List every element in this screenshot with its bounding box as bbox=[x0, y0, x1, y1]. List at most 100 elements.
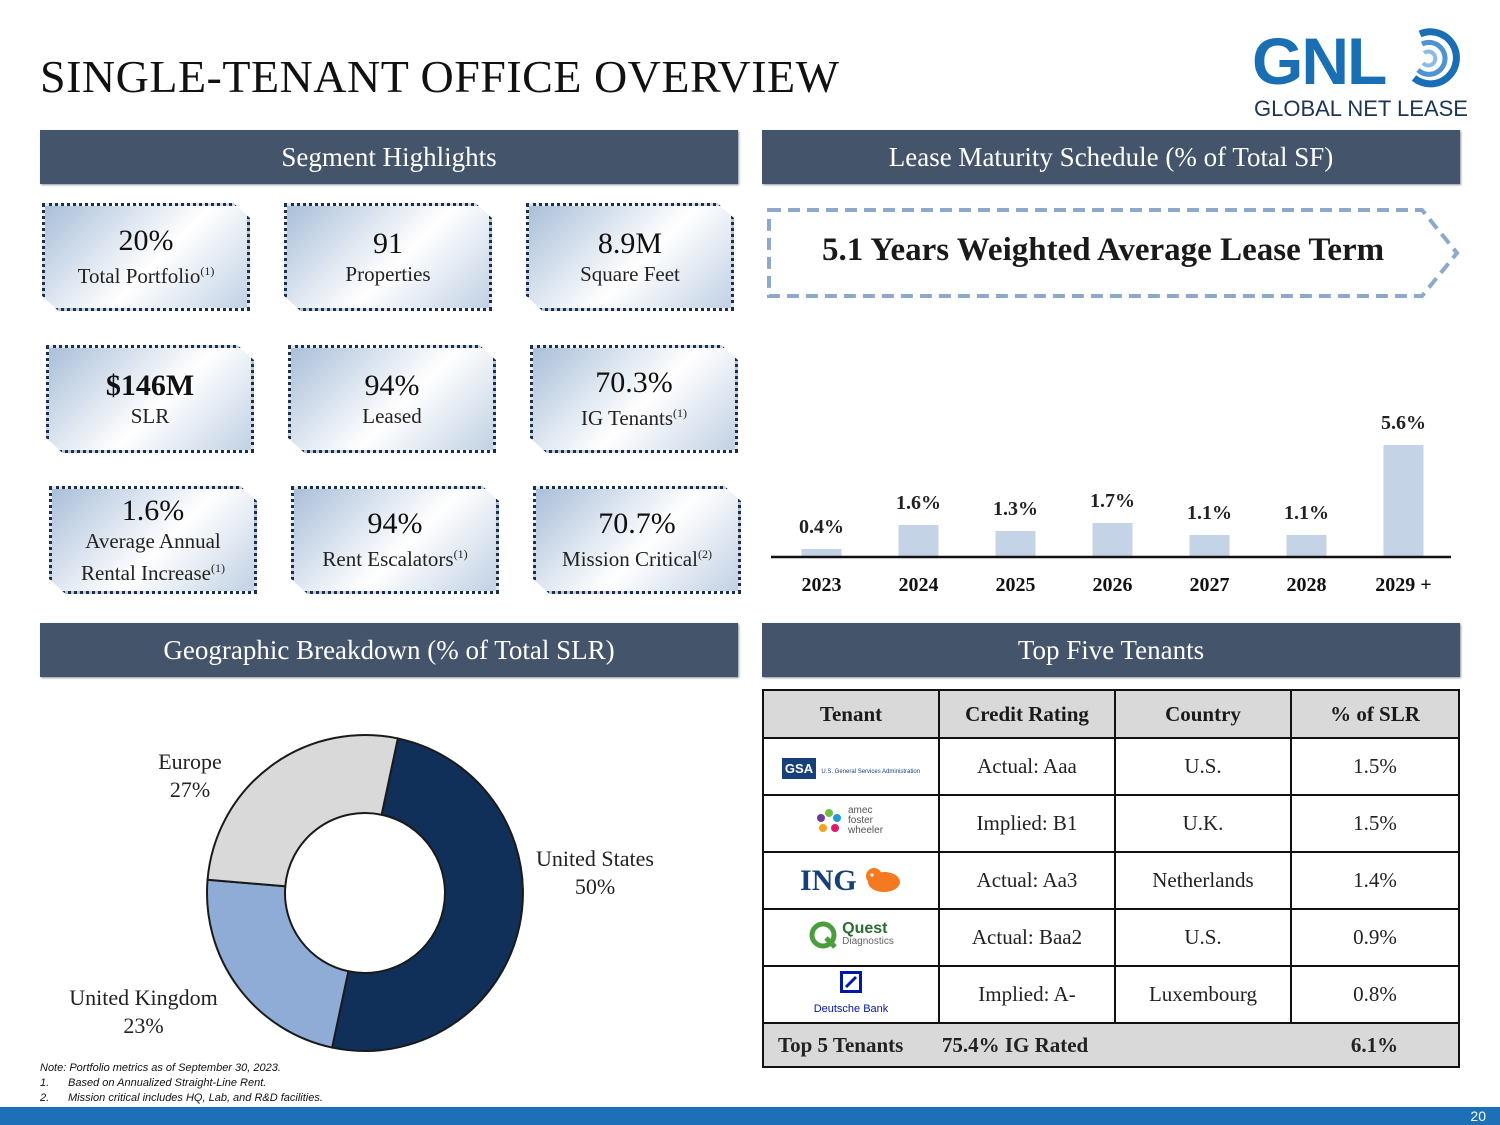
flower-icon bbox=[817, 808, 841, 832]
country: Netherlands bbox=[1114, 851, 1292, 910]
tenant-logo-deutsche-bank: Deutsche Bank bbox=[762, 965, 940, 1024]
geo-label-value: 50% bbox=[574, 874, 616, 899]
x-tick-label: 2024 bbox=[899, 574, 939, 596]
bar-2023 bbox=[801, 549, 842, 557]
donut-slice-europe bbox=[206, 734, 400, 888]
total-label-cell: Top 5 Tenants 75.4% IG Rated bbox=[762, 1022, 1291, 1068]
footnote-main: Note: Portfolio metrics as of September … bbox=[40, 1062, 281, 1074]
top-tenants-table: Tenant Credit Rating Country % of SLR GS… bbox=[762, 689, 1460, 1068]
highlight-card-total-portfolio: 20% Total Portfolio(1) bbox=[42, 203, 250, 311]
highlight-value: 70.7% bbox=[598, 507, 676, 540]
total-pct: 6.1% bbox=[1291, 1022, 1460, 1068]
country: Luxembourg bbox=[1114, 965, 1292, 1024]
column-header: Credit Rating bbox=[938, 689, 1116, 739]
highlight-value: 94% bbox=[367, 507, 423, 540]
geographic-breakdown-header: Geographic Breakdown (% of Total SLR) bbox=[40, 623, 738, 677]
highlight-value: 1.6% bbox=[121, 493, 185, 527]
lion-icon bbox=[865, 867, 900, 892]
bar-value-label: 1.3% bbox=[993, 498, 1038, 520]
highlight-card-leased: 94% Leased bbox=[288, 345, 496, 453]
tenant-logo-gsa: GSA U.S. General Services Administration bbox=[762, 737, 940, 796]
highlight-label: Mission Critical(2) bbox=[562, 547, 712, 571]
table-header-row: Tenant Credit Rating Country % of SLR bbox=[762, 689, 1460, 739]
pct-slr: 0.9% bbox=[1290, 908, 1460, 967]
total-label: Top 5 Tenants bbox=[778, 1032, 904, 1057]
highlight-label-line2: Rental Increase(1) bbox=[80, 560, 225, 585]
pct-slr: 1.5% bbox=[1290, 794, 1460, 853]
pct-slr: 0.8% bbox=[1290, 965, 1460, 1024]
table-row: GSA U.S. General Services Administration… bbox=[762, 737, 1460, 796]
highlight-label: SLR bbox=[130, 403, 170, 428]
geo-label-value: 23% bbox=[123, 1013, 164, 1038]
x-tick-label: 2029 + bbox=[1375, 574, 1431, 596]
bar-value-label: 0.4% bbox=[799, 516, 844, 538]
credit-rating: Actual: Aaa bbox=[938, 737, 1116, 796]
bar-value-label: 1.7% bbox=[1090, 490, 1135, 512]
quest-q-icon bbox=[809, 921, 837, 949]
table-row: Deutsche Bank Implied: A- Luxembourg 0.8… bbox=[762, 965, 1460, 1024]
highlight-value: 70.3% bbox=[595, 366, 673, 399]
highlight-value: 8.9M bbox=[597, 226, 663, 260]
footnote-2: 2. Mission critical includes HQ, Lab, and… bbox=[40, 1092, 323, 1104]
bar-2027 bbox=[1189, 535, 1230, 557]
highlight-label: Properties bbox=[345, 261, 431, 286]
lease-maturity-header: Lease Maturity Schedule (% of Total SF) bbox=[762, 130, 1460, 184]
table-total-row: Top 5 Tenants 75.4% IG Rated 6.1% bbox=[762, 1022, 1460, 1068]
table-row: amec foster wheeler Implied: B1 U.K. 1.5… bbox=[762, 794, 1460, 853]
highlight-value: 94% bbox=[364, 368, 420, 402]
highlight-label: Rent Escalators(1) bbox=[322, 547, 468, 571]
highlight-value: 91 bbox=[373, 226, 403, 260]
pct-slr: 1.5% bbox=[1290, 737, 1460, 796]
bar-2025 bbox=[995, 531, 1036, 557]
highlight-label: Total Portfolio(1) bbox=[77, 264, 215, 288]
footnote-1: 1. Based on Annualized Straight-Line Rent… bbox=[40, 1077, 267, 1089]
credit-rating: Implied: A- bbox=[938, 965, 1116, 1024]
credit-rating: Actual: Baa2 bbox=[938, 908, 1116, 967]
donut-slice-united-kingdom bbox=[206, 878, 350, 1049]
pct-slr: 1.4% bbox=[1290, 851, 1460, 910]
highlight-card-square-feet: 8.9M Square Feet bbox=[526, 203, 734, 311]
geo-label-value: 27% bbox=[169, 777, 211, 802]
highlight-card-ig-tenants: 70.3% IG Tenants(1) bbox=[530, 345, 738, 453]
geographic-donut-chart bbox=[206, 734, 524, 1052]
highlight-card-rental-increase: 1.6% Average Annual Rental Increase(1) bbox=[49, 486, 257, 594]
wale-text: 5.1 Years Weighted Average Lease Term bbox=[822, 232, 1385, 268]
logo-wordmark: GNL bbox=[1252, 24, 1387, 98]
tenant-logo-amec-foster-wheeler: amec foster wheeler bbox=[762, 794, 940, 853]
top-tenants-header: Top Five Tenants bbox=[762, 623, 1460, 677]
lease-maturity-chart: 0.4% 2023 1.6% 2024 1.3% 2025 1.7% 2026 1.1% 2027… bbox=[771, 412, 1451, 596]
geo-label-name: Europe bbox=[158, 749, 222, 774]
x-tick-label: 2026 bbox=[1093, 574, 1133, 596]
logo-subtitle: GLOBAL NET LEASE bbox=[1254, 96, 1468, 121]
geo-label-uk: United Kingdom 23% bbox=[56, 984, 231, 1040]
highlight-label: Leased bbox=[362, 403, 422, 428]
bar-2029 bbox=[1383, 445, 1424, 557]
page-title: SINGLE-TENANT OFFICE OVERVIEW bbox=[40, 51, 840, 102]
country: U.S. bbox=[1114, 737, 1292, 796]
donut-slice-united-states bbox=[330, 737, 524, 1052]
x-tick-label: 2027 bbox=[1190, 574, 1230, 596]
highlight-card-slr: $146M SLR bbox=[46, 345, 254, 453]
bar-2028 bbox=[1286, 535, 1327, 557]
geo-label-europe: Europe 27% bbox=[140, 748, 240, 804]
highlight-card-rent-escalators: 94% Rent Escalators(1) bbox=[291, 486, 499, 594]
bar-2026 bbox=[1092, 523, 1133, 557]
wale-callout-arrow bbox=[767, 208, 1460, 298]
table-row: ING Actual: Aa3 Netherlands 1.4% bbox=[762, 851, 1460, 910]
column-header: Tenant bbox=[762, 689, 940, 739]
x-tick-label: 2028 bbox=[1287, 574, 1327, 596]
footer-bar bbox=[0, 1107, 1500, 1125]
bar-2024 bbox=[898, 525, 939, 557]
deutsche-bank-slash-icon bbox=[840, 971, 862, 993]
highlight-card-mission-critical: 70.7% Mission Critical(2) bbox=[533, 486, 741, 594]
geo-label-us: United States 50% bbox=[530, 845, 660, 901]
tenant-logo-quest: Quest Diagnostics bbox=[762, 908, 940, 967]
country: U.S. bbox=[1114, 908, 1292, 967]
geo-label-name: United States bbox=[536, 846, 654, 871]
geo-label-name: United Kingdom bbox=[69, 985, 218, 1010]
bar-value-label: 1.1% bbox=[1187, 502, 1232, 524]
table-row: Quest Diagnostics Actual: Baa2 U.S. 0.9% bbox=[762, 908, 1460, 967]
highlight-label: Square Feet bbox=[580, 261, 680, 286]
highlight-value: 20% bbox=[118, 224, 174, 257]
gnl-logo: GNL GLOBAL NET LEASE bbox=[1250, 24, 1468, 121]
